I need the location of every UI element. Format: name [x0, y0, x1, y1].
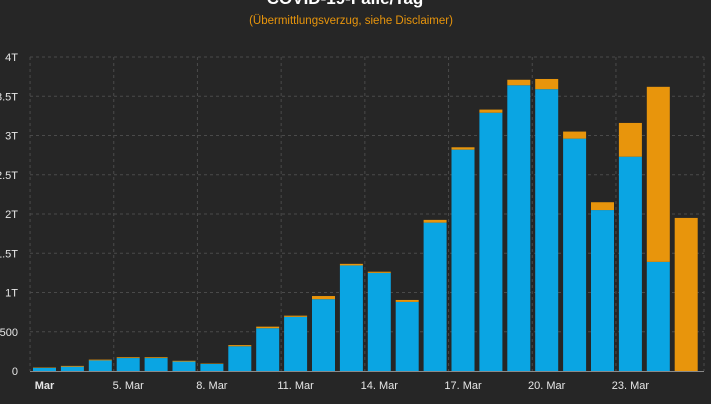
x-tick-label: 5. Mar	[113, 380, 145, 392]
x-tick-label: 14. Mar	[361, 380, 399, 392]
bar-orange-segment[interactable]	[674, 217, 698, 371]
bar-orange-segment[interactable]	[312, 296, 335, 300]
bar-orange-segment[interactable]	[563, 131, 587, 139]
x-tick-label: 23. Mar	[612, 380, 650, 392]
bar-blue-segment[interactable]	[200, 363, 224, 371]
bar-blue-segment[interactable]	[144, 358, 168, 371]
bar-orange-segment[interactable]	[646, 86, 670, 262]
x-tick-label: 11. Mar	[277, 380, 314, 392]
bar-orange-segment[interactable]	[144, 357, 168, 359]
x-tick-label: Mar	[35, 380, 55, 392]
y-tick-label: 2T	[5, 209, 18, 221]
bar-blue-segment[interactable]	[284, 316, 308, 371]
bar-blue-segment[interactable]	[451, 149, 475, 371]
bar-orange-segment[interactable]	[88, 359, 112, 361]
bar-orange-segment[interactable]	[451, 147, 475, 150]
bar-blue-segment[interactable]	[33, 367, 56, 371]
y-tick-label: 1.5T	[0, 248, 18, 260]
bar-blue-segment[interactable]	[312, 299, 335, 371]
bar-orange-segment[interactable]	[228, 345, 252, 347]
bar-orange-segment[interactable]	[116, 357, 140, 359]
bar-series	[33, 78, 698, 372]
bar-orange-segment[interactable]	[172, 360, 196, 362]
grid-lines	[29, 56, 705, 371]
bar-orange-segment[interactable]	[423, 219, 447, 223]
bar-orange-segment[interactable]	[591, 202, 614, 211]
y-tick-label: 1T	[5, 288, 18, 300]
bar-blue-segment[interactable]	[88, 360, 112, 371]
bar-orange-segment[interactable]	[284, 315, 308, 317]
bar-orange-segment[interactable]	[507, 79, 531, 86]
chart-title: COVID-19-Fälle/Tag	[267, 0, 424, 8]
y-axis-ticks: 0 500 1T 1.5T 2T 2.5T 3T 3.5T 4T	[0, 52, 18, 378]
bar-blue-segment[interactable]	[423, 222, 447, 371]
bar-blue-segment[interactable]	[339, 265, 363, 371]
y-tick-label: 4T	[5, 52, 18, 64]
y-tick-label: 500	[0, 327, 18, 339]
bar-blue-segment[interactable]	[591, 210, 614, 371]
chart-subtitle: (Übermittlungsverzug, siehe Disclaimer)	[249, 15, 453, 27]
bar-orange-segment[interactable]	[479, 109, 503, 113]
bar-orange-segment[interactable]	[367, 271, 391, 273]
bar-orange-segment[interactable]	[256, 326, 280, 329]
bar-blue-segment[interactable]	[395, 301, 419, 371]
bar-blue-segment[interactable]	[172, 361, 196, 371]
bar-blue-segment[interactable]	[479, 112, 503, 372]
bar-blue-segment[interactable]	[116, 358, 140, 371]
bar-blue-segment[interactable]	[563, 138, 587, 371]
bar-blue-segment[interactable]	[228, 346, 252, 371]
x-tick-label: 20. Mar	[528, 380, 566, 392]
bar-blue-segment[interactable]	[535, 89, 559, 371]
bar-orange-segment[interactable]	[535, 78, 559, 90]
bar-orange-segment[interactable]	[395, 299, 419, 302]
y-tick-label: 3.5T	[0, 91, 18, 103]
bar-blue-segment[interactable]	[256, 328, 280, 371]
bar-blue-segment[interactable]	[646, 261, 670, 371]
bar-orange-segment[interactable]	[618, 122, 642, 157]
y-tick-label: 3T	[5, 131, 18, 143]
bar-blue-segment[interactable]	[507, 85, 531, 371]
x-tick-label: 8. Mar	[196, 380, 228, 392]
bar-orange-segment[interactable]	[339, 263, 363, 266]
x-tick-label: 17. Mar	[444, 380, 482, 392]
y-tick-label: 2.5T	[0, 170, 18, 182]
x-axis-ticks: Mar 5. Mar 8. Mar 11. Mar 14. Mar 17. Mar 20. …	[35, 380, 650, 392]
bar-orange-segment[interactable]	[60, 365, 84, 367]
bar-blue-segment[interactable]	[60, 366, 84, 371]
bar-blue-segment[interactable]	[367, 272, 391, 371]
bar-blue-segment[interactable]	[618, 156, 642, 371]
y-tick-label: 0	[12, 366, 18, 378]
